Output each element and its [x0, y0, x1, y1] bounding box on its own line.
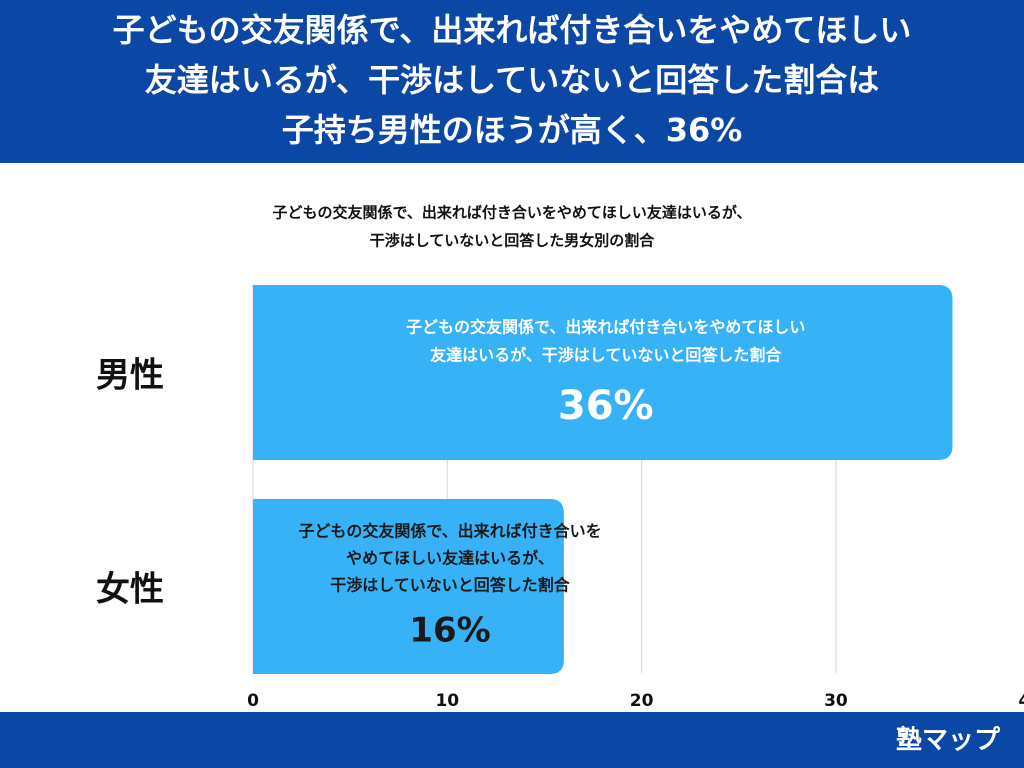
page-title: 子どもの交友関係で、出来れば付き合いをやめてほしい [113, 11, 912, 49]
value-label: 36% [558, 383, 654, 429]
bar-label: 友達はいるが、干渉はしていないと回答した割合 [430, 346, 782, 365]
y-tick-label: 女性 [96, 570, 164, 610]
header-band [0, 0, 1024, 163]
x-tick-label: 0 [247, 691, 259, 711]
footer-band [0, 712, 1024, 768]
chart-subtitle: 子どもの交友関係で、出来れば付き合いをやめてほしい友達はいるが、 [272, 204, 751, 222]
value-label: 16% [409, 611, 490, 651]
bar-label: 子どもの交友関係で、出来れば付き合いを [298, 522, 601, 541]
bar [253, 285, 953, 460]
bar-label: 子どもの交友関係で、出来れば付き合いをやめてほしい [406, 318, 805, 337]
x-tick-label: 10 [435, 691, 459, 711]
x-tick-label: 20 [630, 691, 654, 711]
page-title: 友達はいるが、干渉はしていないと回答した割合は [145, 61, 879, 99]
bar-label: 干渉はしていないと回答した割合 [330, 576, 571, 595]
x-tick-label: 40 [1018, 691, 1024, 711]
page-title: 子持ち男性のほうが高く、36% [282, 111, 743, 149]
brand-logo: 塾マップ [896, 725, 1001, 756]
chart-subtitle: 干渉はしていないと回答した男女別の割合 [370, 232, 656, 250]
bar-label: やめてほしい友達はいるが、 [346, 549, 554, 568]
y-tick-label: 男性 [96, 356, 164, 396]
x-tick-label: 30 [824, 691, 848, 711]
bar [253, 499, 564, 674]
